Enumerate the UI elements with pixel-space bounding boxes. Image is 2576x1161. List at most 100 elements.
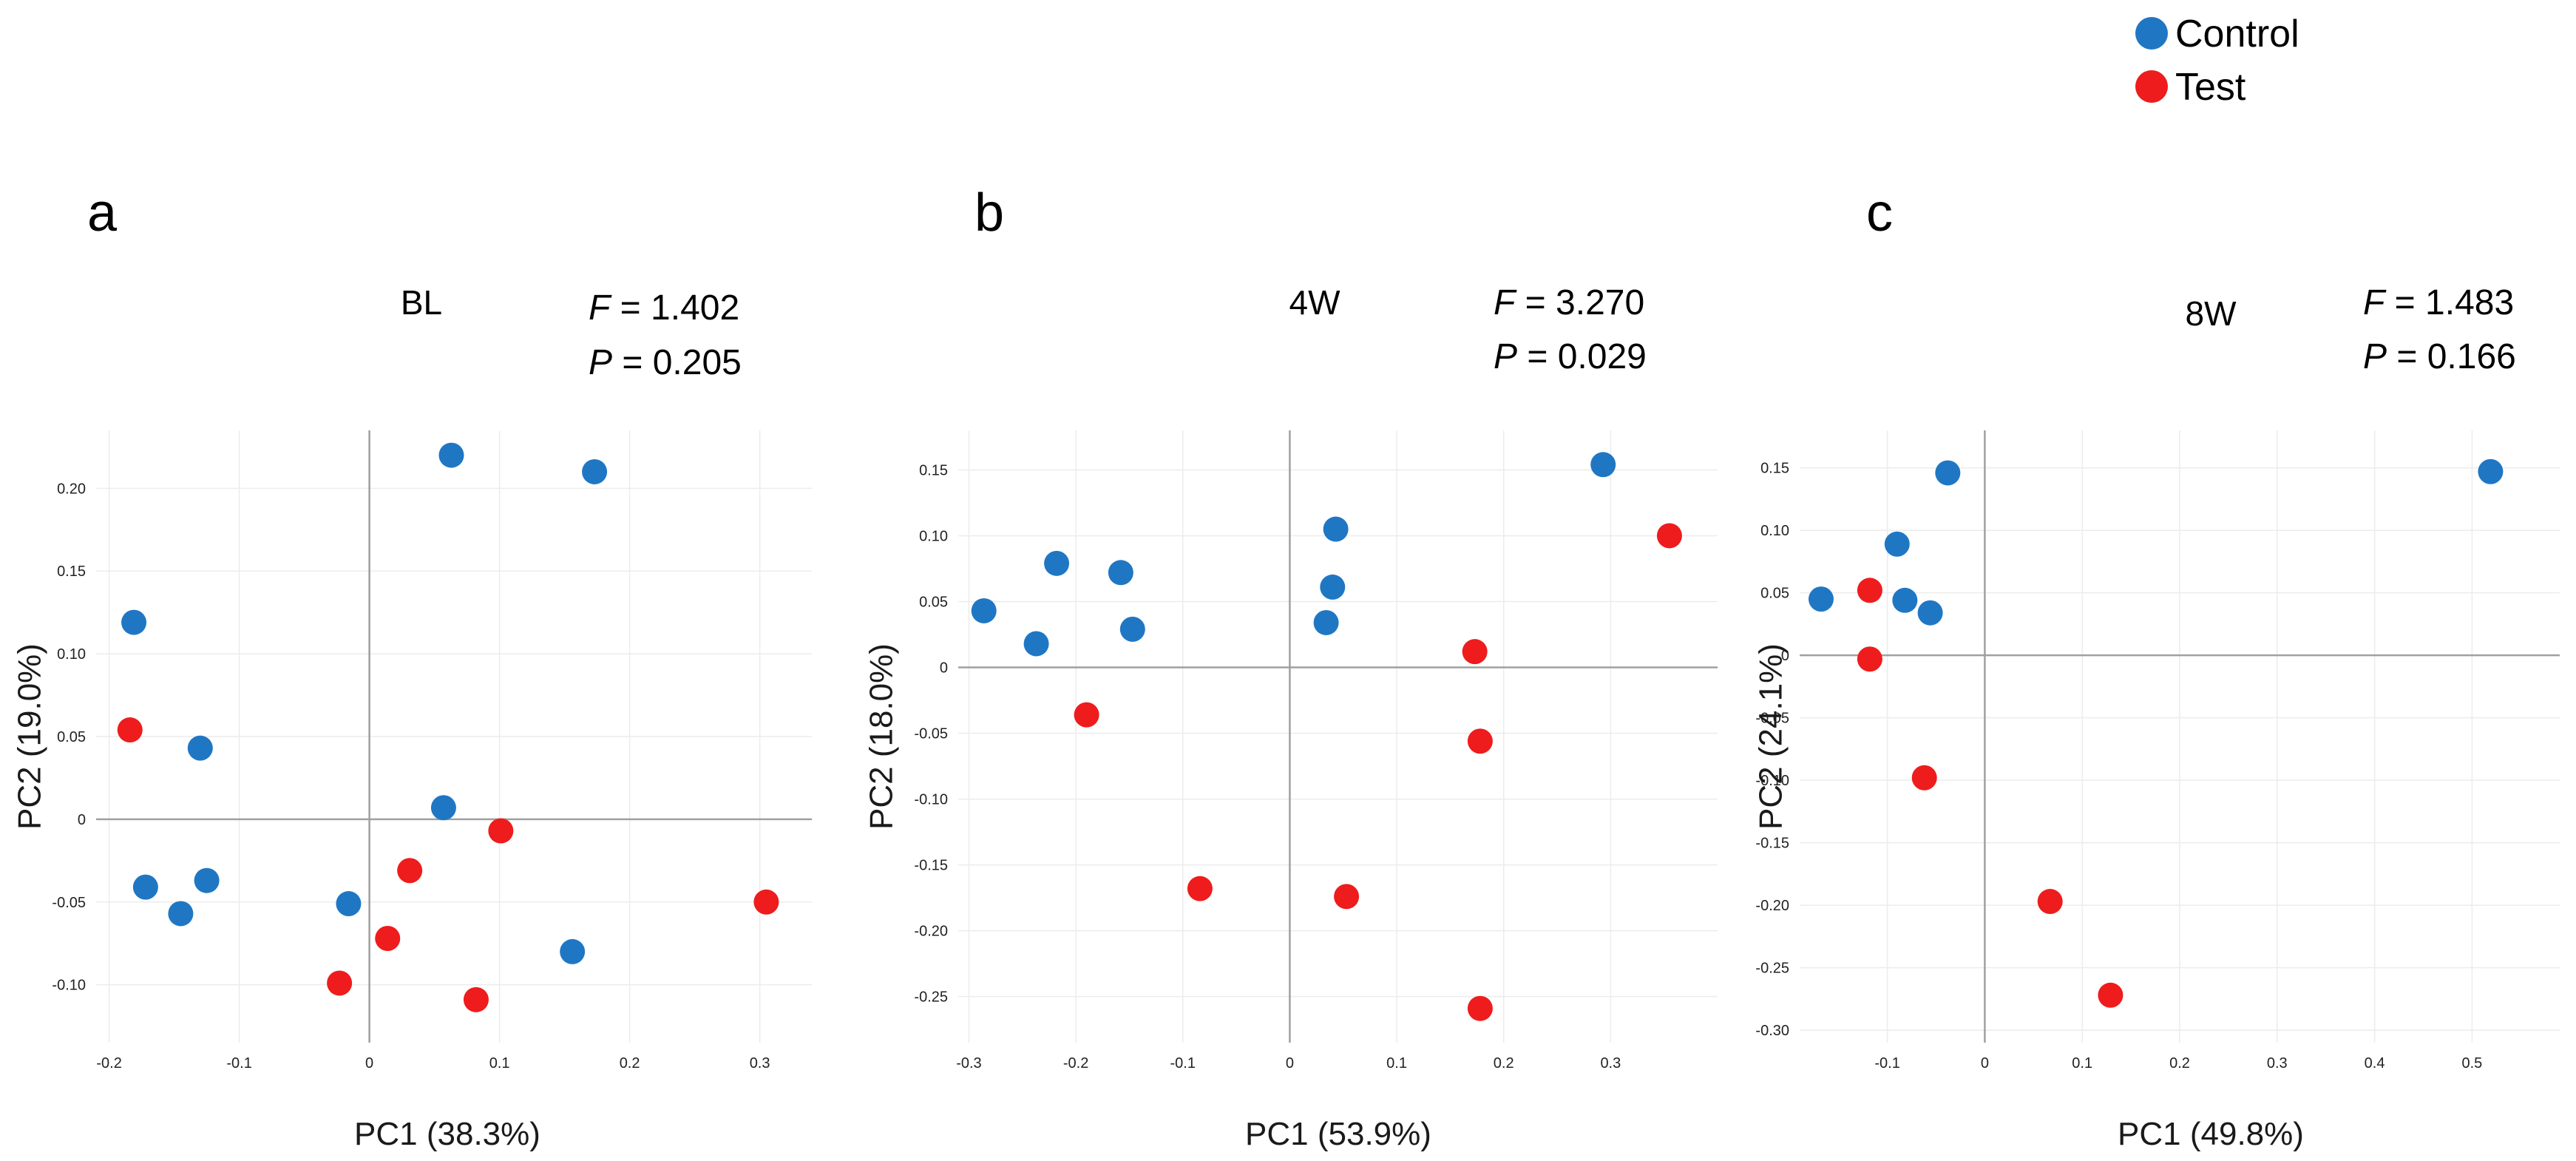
test-point <box>1334 884 1360 910</box>
y-axis-label: PC2 (24.1%) <box>1753 643 1789 830</box>
legend-label-test: Test <box>2175 66 2246 109</box>
test-point <box>1187 876 1213 901</box>
x-tick-label: 0.4 <box>2365 1055 2385 1072</box>
test-point <box>375 926 401 952</box>
control-point <box>2478 458 2504 484</box>
panel-a: -0.2 -0.1 0 0.1 0.2 0.3-0.10-0.0500.050.100.1… <box>12 183 812 1152</box>
x-tick-label: 0.1 <box>489 1055 510 1072</box>
y-tick-label: -0.05 <box>1755 711 1789 727</box>
test-point <box>463 986 489 1012</box>
x-axis-label: PC1 (49.8%) <box>2118 1116 2304 1152</box>
control-point <box>168 901 194 927</box>
series-control <box>971 452 1616 657</box>
series-test <box>1857 578 2123 1008</box>
f-value: = 1.402 <box>610 288 739 328</box>
x-tick-label: 0.2 <box>2169 1055 2190 1072</box>
y-tick-label: -0.05 <box>914 726 948 742</box>
x-tick-label: 0 <box>365 1055 373 1072</box>
y-tick-label: 0 <box>1781 648 1789 664</box>
panel-letter: a <box>87 183 118 243</box>
panel-letter: c <box>1866 183 1893 243</box>
test-point <box>397 858 423 884</box>
y-tick-label: 0.10 <box>1760 523 1789 539</box>
control-point <box>1313 609 1339 635</box>
test-point <box>1074 702 1099 728</box>
x-tick-label: -0.1 <box>226 1055 251 1072</box>
x-tick-label: 0.3 <box>1600 1055 1621 1072</box>
y-tick-label: -0.15 <box>914 858 948 874</box>
x-tick-label: 0.3 <box>2267 1055 2288 1072</box>
x-tick-label: -0.1 <box>1874 1055 1899 1072</box>
x-tick-label: 0.1 <box>1386 1055 1407 1072</box>
x-tick-label: -0.1 <box>1170 1055 1196 1072</box>
control-point <box>121 609 147 635</box>
test-point <box>1462 639 1488 665</box>
control-point <box>336 891 362 917</box>
control-point <box>1917 600 1943 626</box>
y-tick-label: -0.10 <box>52 978 86 994</box>
panel-title: BL <box>401 283 442 322</box>
x-axis-label: PC1 (38.3%) <box>354 1116 540 1152</box>
legend-marker-control <box>2135 17 2168 50</box>
control-point <box>1892 587 1918 613</box>
f-symbol: F <box>589 288 612 328</box>
y-tick-label: 0.15 <box>57 563 86 580</box>
x-tick-label: 0 <box>1981 1055 1989 1072</box>
test-point <box>1857 578 1882 603</box>
control-point <box>1119 616 1145 642</box>
test-point <box>753 889 779 915</box>
x-tick-label: 0.2 <box>620 1055 640 1072</box>
y-tick-label: 0 <box>78 812 86 828</box>
f-statistic: F = 1.402 <box>589 288 739 328</box>
control-point <box>438 442 464 468</box>
y-tick-label: -0.20 <box>914 924 948 940</box>
f-statistic: F = 3.270 <box>1494 283 1644 322</box>
panel-b: -0.3 -0.2 -0.1 0 0.1 0.2 0.3-0.25-0.20-0.15-0.… <box>864 183 1718 1152</box>
control-point <box>560 938 586 964</box>
y-tick-label: -0.20 <box>1755 898 1789 914</box>
test-point <box>2098 982 2123 1008</box>
x-tick-label: -0.2 <box>1063 1055 1088 1072</box>
panels: -0.2 -0.1 0 0.1 0.2 0.3-0.10-0.0500.050.100.1… <box>12 183 2560 1152</box>
y-tick-label: 0.15 <box>919 462 948 478</box>
series-control <box>121 442 608 964</box>
series-control <box>1808 458 2504 626</box>
y-tick-label: -0.25 <box>1755 961 1789 977</box>
series-test <box>1074 523 1682 1021</box>
p-symbol: P <box>589 343 612 382</box>
control-point <box>194 867 220 893</box>
panel-c: -0.1 0 0.1 0.2 0.3 0.4 0.5-0.30-0.25-0.20-0.15… <box>1753 183 2560 1152</box>
f-statistic: F = 1.483 <box>2363 283 2514 322</box>
y-axis-label: PC2 (19.0%) <box>12 643 48 830</box>
x-tick-label: -0.2 <box>96 1055 121 1072</box>
control-point <box>971 598 997 623</box>
test-point <box>1467 728 1493 754</box>
f-value: = 3.270 <box>1515 283 1644 322</box>
y-tick-label: 0.05 <box>57 729 86 745</box>
test-point <box>1911 765 1937 791</box>
y-tick-label: -0.05 <box>52 895 86 911</box>
x-tick-label: 0.5 <box>2461 1055 2482 1072</box>
p-value-text: P = 0.166 <box>2363 337 2516 376</box>
test-point <box>1857 646 1882 672</box>
panel-title: 4W <box>1289 283 1341 322</box>
y-tick-label: 0 <box>940 660 948 677</box>
control-point <box>187 735 213 761</box>
test-point <box>2037 889 2063 915</box>
control-point <box>582 458 608 484</box>
x-tick-label: 0 <box>1286 1055 1294 1072</box>
test-point <box>117 717 143 743</box>
p-symbol: P <box>2363 337 2387 376</box>
test-point <box>327 970 353 996</box>
control-point <box>1323 516 1349 542</box>
f-symbol: F <box>2363 283 2387 322</box>
x-axis-label: PC1 (53.9%) <box>1245 1116 1431 1152</box>
y-tick-label: 0.10 <box>57 646 86 663</box>
p-value-text: P = 0.029 <box>1494 337 1647 376</box>
control-point <box>1884 531 1910 557</box>
f-value: = 1.483 <box>2385 283 2514 322</box>
y-tick-label: 0.15 <box>1760 461 1789 477</box>
panel-letter: b <box>975 183 1004 243</box>
p-value: = 0.029 <box>1517 337 1647 376</box>
